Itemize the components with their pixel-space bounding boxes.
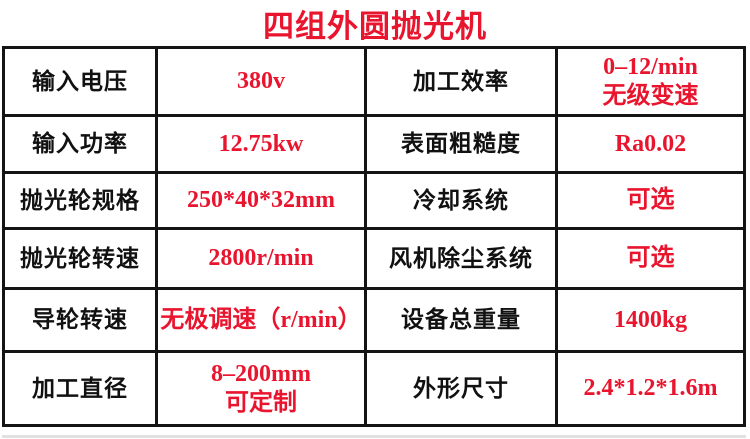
spec-value-cooling-system: 可选	[558, 174, 743, 230]
spec-table: 输入电压 380v 加工效率 0–12/min 无级变速 输入功率 12.75k…	[2, 46, 746, 427]
spec-value-surface-roughness: Ra0.02	[558, 117, 743, 174]
spec-value-total-weight: 1400kg	[558, 290, 743, 353]
spec-label-input-voltage: 输入电压	[5, 49, 158, 117]
spec-value-guide-wheel-speed: 无极调速（r/min）	[158, 290, 367, 353]
spec-value-polishing-wheel-speed: 2800r/min	[158, 230, 367, 290]
bottom-crop-line	[2, 435, 746, 438]
spec-label-cooling-system: 冷却系统	[367, 174, 558, 230]
spec-label-overall-dimensions: 外形尺寸	[367, 353, 558, 424]
spec-label-input-power: 输入功率	[5, 117, 158, 174]
spec-label-polishing-wheel-speed: 抛光轮转速	[5, 230, 158, 290]
spec-label-total-weight: 设备总重量	[367, 290, 558, 353]
spec-value-input-voltage: 380v	[158, 49, 367, 117]
spec-label-processing-diameter: 加工直径	[5, 353, 158, 424]
spec-value-processing-diameter: 8–200mm 可定制	[158, 353, 367, 424]
spec-label-surface-roughness: 表面粗糙度	[367, 117, 558, 174]
spec-label-fan-dust-removal: 风机除尘系统	[367, 230, 558, 290]
spec-value-overall-dimensions: 2.4*1.2*1.6m	[583, 375, 718, 402]
spec-value-processing-efficiency: 0–12/min 无级变速	[558, 49, 743, 117]
spec-value-fan-dust-removal: 可选	[558, 230, 743, 290]
spec-label-processing-efficiency: 加工效率	[367, 49, 558, 117]
spec-value-input-power: 12.75kw	[158, 117, 367, 174]
page-title: 四组外圆抛光机	[263, 8, 487, 44]
spec-value-polishing-wheel-size: 250*40*32mm	[158, 174, 367, 230]
spec-label-polishing-wheel-size: 抛光轮规格	[5, 174, 158, 230]
spec-label-guide-wheel-speed: 导轮转速	[5, 290, 158, 353]
